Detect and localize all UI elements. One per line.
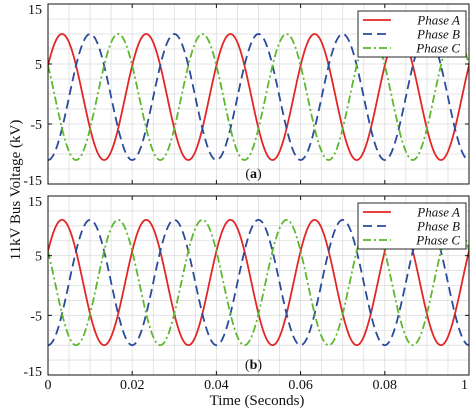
y-tick-label: -5 (30, 118, 42, 133)
panel-label: (b) (245, 358, 262, 373)
series-line-phase-b (48, 33, 469, 161)
series-line-phase-c (48, 218, 469, 347)
x-tick-label: 0.08 (373, 378, 398, 393)
legend-entry: Phase A (416, 13, 460, 28)
y-tick-label: -5 (30, 309, 42, 324)
panel-label: (a) (245, 167, 262, 182)
legend-entry: Phase C (415, 41, 460, 56)
x-tick-label: 0.02 (120, 378, 145, 393)
x-tick-label: 0 (45, 378, 52, 393)
y-tick-label: 5 (35, 250, 42, 265)
legend-entry: Phase B (416, 27, 460, 42)
legend-box (357, 10, 467, 58)
legend-entry: Phase C (415, 233, 460, 248)
x-tick-label: 0.06 (288, 378, 313, 393)
legend-entry: Phase B (416, 219, 460, 234)
x-tick-label: 1 (461, 378, 468, 393)
series-line-phase-c (48, 33, 469, 161)
x-tick-label: 0.04 (204, 378, 229, 393)
y-tick-label: 15 (28, 3, 42, 18)
y-tick-label: -15 (23, 365, 42, 380)
panel-b: 155-5-150 0.02 0.04 0.06 0.08 1(b)Phase APhas… (23, 195, 470, 393)
y-axis-label: 11kV Bus Voltage (kV) (8, 120, 24, 261)
series-line-phase-b (48, 218, 469, 347)
y-tick-label: -15 (23, 174, 42, 189)
y-tick-label: 5 (35, 58, 42, 73)
legend-entry: Phase A (416, 205, 460, 220)
plot-frame (47, 3, 470, 185)
x-axis-label: Time (Seconds) (210, 393, 305, 409)
plot-frame (47, 195, 470, 376)
legend-box (357, 202, 467, 250)
y-tick-label: 15 (28, 195, 42, 210)
